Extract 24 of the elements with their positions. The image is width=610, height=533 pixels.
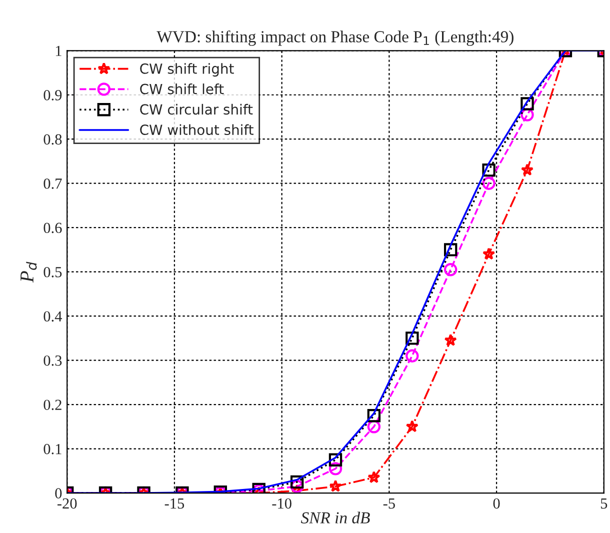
x-tick-label: -15 [164,498,184,509]
y-tick-label: 0.1 [44,444,62,454]
chart-title: WVD: shifting impact on Phase Code P$_{1}$ (Length:49) [156,30,514,46]
legend-label: CW shift left [140,84,224,94]
y-tick-label: 1 [56,46,62,56]
x-tick-label: 0 [493,498,500,509]
x-tick-label: 5 [600,498,608,509]
y-tick-label: 0.6 [44,222,62,234]
y-tick-label: 0.2 [44,400,62,410]
y-tick-label: 0.5 [44,266,62,278]
legend-label: CW circular shift [140,104,253,115]
x-tick-label: -10 [272,498,292,509]
y-tick-label: 0 [55,488,62,498]
y-axis-title: P$_{d}$ [20,262,37,283]
y-tick-label: 0.9 [44,90,62,100]
x-axis-title: SNR in dB [300,512,370,524]
y-tick-label: 0.7 [44,178,62,189]
legend-label: CW without shift [140,124,254,136]
y-tick-label: 0.4 [44,311,62,322]
y-tick-label: 0.3 [44,355,62,366]
x-tick-label: -20 [57,498,77,509]
legend-label: CW shift right [140,63,234,77]
y-tick-label: 0.8 [44,134,62,145]
x-tick-label: -5 [383,498,395,509]
